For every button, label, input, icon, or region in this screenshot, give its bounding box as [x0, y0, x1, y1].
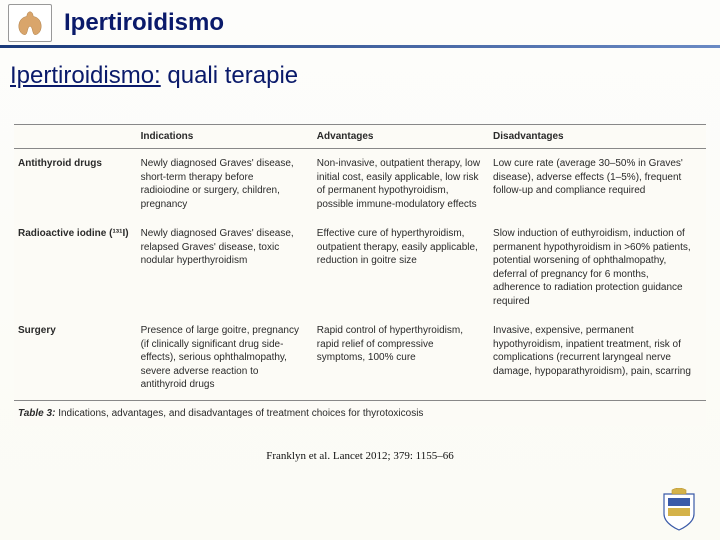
col-header-treatment — [14, 125, 137, 149]
table-row: Antithyroid drugs Newly diagnosed Graves… — [14, 149, 706, 220]
caption-text: Indications, advantages, and disadvantag… — [55, 408, 423, 419]
cell-indications: Newly diagnosed Graves' disease, relapse… — [137, 219, 313, 316]
table-caption: Table 3: Indications, advantages, and di… — [14, 400, 706, 426]
cell-disadvantages: Slow induction of euthyroidism, inductio… — [489, 219, 706, 316]
col-header-indications: Indications — [137, 125, 313, 149]
subtitle-rest: quali terapie — [161, 62, 298, 89]
cell-disadvantages: Low cure rate (average 30–50% in Graves'… — [489, 149, 706, 220]
cell-indications: Presence of large goitre, pregnancy (if … — [137, 316, 313, 400]
cell-disadvantages: Invasive, expensive, permanent hypothyro… — [489, 316, 706, 400]
slide-subtitle: Ipertiroidismo: quali terapie — [0, 48, 720, 90]
cell-advantages: Rapid control of hyperthyroidism, rapid … — [313, 316, 489, 400]
col-header-disadvantages: Disadvantages — [489, 125, 706, 149]
cell-treatment: Antithyroid drugs — [14, 149, 137, 220]
crest-icon — [658, 488, 700, 532]
cell-treatment: Radioactive iodine (¹³¹I) — [14, 219, 137, 316]
cell-indications: Newly diagnosed Graves' disease, short-t… — [137, 149, 313, 220]
slide-title: Ipertiroidismo — [64, 9, 224, 37]
slide-header: Ipertiroidismo — [0, 0, 720, 48]
caption-label: Table 3: — [18, 408, 55, 419]
table-header-row: Indications Advantages Disadvantages — [14, 125, 706, 149]
therapy-table-wrap: Indications Advantages Disadvantages Ant… — [14, 124, 706, 426]
therapy-table: Indications Advantages Disadvantages Ant… — [14, 125, 706, 400]
col-header-advantages: Advantages — [313, 125, 489, 149]
citation-text: Franklyn et al. Lancet 2012; 379: 1155–6… — [0, 450, 720, 462]
cell-treatment: Surgery — [14, 316, 137, 400]
table-row: Radioactive iodine (¹³¹I) Newly diagnose… — [14, 219, 706, 316]
table-row: Surgery Presence of large goitre, pregna… — [14, 316, 706, 400]
thyroid-icon — [8, 4, 52, 42]
cell-advantages: Non-invasive, outpatient therapy, low in… — [313, 149, 489, 220]
cell-advantages: Effective cure of hyperthyroidism, outpa… — [313, 219, 489, 316]
subtitle-underlined: Ipertiroidismo: — [10, 62, 161, 89]
